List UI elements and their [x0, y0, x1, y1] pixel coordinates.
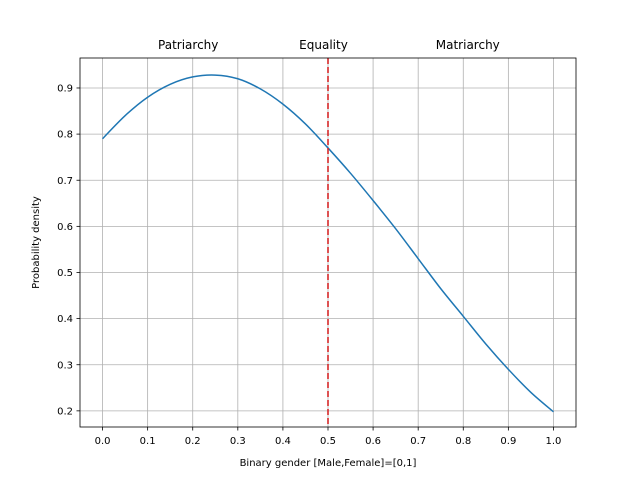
x-tick-label: 0.9: [500, 436, 516, 447]
data-point: [395, 228, 396, 229]
x-gridlines: [102, 58, 554, 427]
data-point: [237, 78, 238, 79]
x-tick-label: 0.1: [140, 436, 156, 447]
data-point: [553, 411, 554, 412]
y-tick-label: 0.9: [57, 84, 73, 95]
data-point: [373, 200, 374, 201]
data-point: [125, 115, 126, 116]
region-label: Matriarchy: [436, 38, 500, 52]
x-tick-label: 0.4: [275, 436, 291, 447]
data-point: [530, 392, 531, 393]
region-label: Equality: [299, 38, 348, 52]
series-layer: [102, 74, 554, 413]
y-tick-label: 0.2: [57, 406, 73, 417]
data-point: [192, 76, 193, 77]
data-point: [418, 258, 419, 259]
data-point: [260, 88, 261, 89]
x-tick-label: 0.7: [410, 436, 426, 447]
y-tick-label: 0.7: [57, 176, 73, 187]
x-tick-label: 0.2: [185, 436, 201, 447]
x-tick-label: 0.5: [320, 436, 336, 447]
region-annotations: Patriarchy Equality Matriarchy: [158, 38, 500, 52]
x-tick-label: 1.0: [546, 436, 562, 447]
y-axis-title: Probability density: [31, 196, 42, 289]
data-point: [350, 173, 351, 174]
x-axis-title: Binary gender [Male,Female]=[0,1]: [240, 458, 417, 469]
y-tick-label: 0.6: [57, 222, 73, 233]
x-tick-label: 0.8: [455, 436, 471, 447]
data-point: [215, 75, 216, 76]
y-tick-label: 0.8: [57, 130, 73, 141]
data-point: [485, 343, 486, 344]
y-axis-ticks: 0.2 0.3 0.4 0.5 0.6 0.7 0.8 0.9: [57, 84, 80, 417]
x-tick-label: 0.6: [365, 436, 381, 447]
data-point: [170, 84, 171, 85]
y-tick-label: 0.3: [57, 360, 73, 371]
data-point: [440, 288, 441, 289]
data-point: [102, 138, 103, 139]
data-point: [305, 123, 306, 124]
x-tick-label: 0.0: [95, 436, 111, 447]
y-tick-label: 0.5: [57, 268, 73, 279]
data-point: [508, 369, 509, 370]
x-axis-ticks: 0.0 0.1 0.2 0.3 0.4 0.5 0.6 0.7 0.8 0.9 1.0: [95, 427, 562, 447]
series-line: [102, 74, 554, 413]
data-point: [282, 104, 283, 105]
y-tick-label: 0.4: [57, 314, 73, 325]
region-label: Patriarchy: [158, 38, 218, 52]
x-tick-label: 0.3: [230, 436, 246, 447]
data-point: [463, 316, 464, 317]
data-point: [147, 97, 148, 98]
